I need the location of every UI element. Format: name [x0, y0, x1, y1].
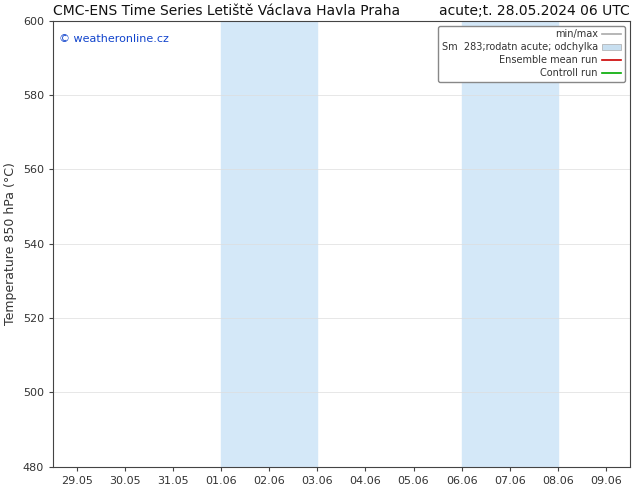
Bar — [221, 21, 318, 467]
Bar — [462, 21, 558, 467]
Text: CMC-ENS Time Series Letiště Václava Havla Praha: CMC-ENS Time Series Letiště Václava Havl… — [53, 4, 400, 18]
Text: © weatheronline.cz: © weatheronline.cz — [59, 34, 169, 44]
Text: acute;t. 28.05.2024 06 UTC: acute;t. 28.05.2024 06 UTC — [439, 4, 630, 18]
Legend: min/max, Sm  283;rodatn acute; odchylka, Ensemble mean run, Controll run: min/max, Sm 283;rodatn acute; odchylka, … — [437, 25, 625, 82]
Y-axis label: Temperature 850 hPa (°C): Temperature 850 hPa (°C) — [4, 162, 17, 325]
